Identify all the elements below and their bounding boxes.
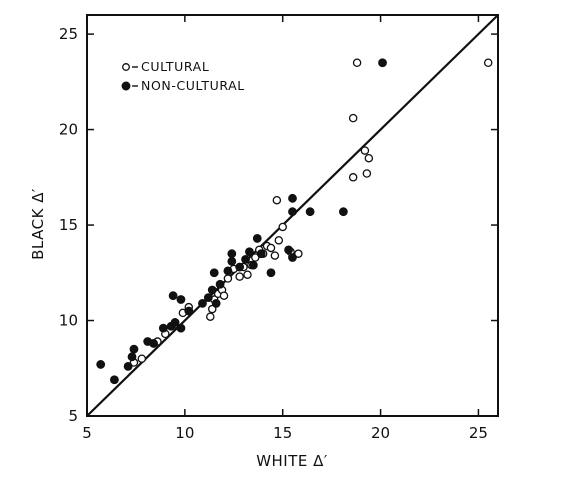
legend-non-cultural-label: NON-CULTURAL — [141, 78, 245, 93]
cultural-point — [270, 251, 280, 260]
cultural-point — [219, 291, 229, 300]
ticks-group: 5 10 15 20 25 5 10 15 20 25 — [59, 15, 498, 442]
non-cultural-point — [378, 58, 387, 68]
y-tick-label: 15 — [59, 216, 78, 234]
non-cultural-point — [149, 339, 158, 348]
non-cultural-point — [252, 234, 262, 243]
y-tick-label: 5 — [68, 407, 78, 425]
non-cultural-point — [168, 291, 178, 301]
non-cultural-point — [305, 207, 315, 217]
cultural-point — [278, 222, 287, 232]
non-cultural-point — [235, 262, 245, 272]
legend-non-cultural-marker — [121, 81, 131, 91]
non-cultural-point — [209, 268, 219, 278]
cultural-point — [348, 173, 358, 182]
non-cultural-point — [288, 253, 297, 262]
cultural-point — [274, 236, 284, 245]
cultural-point — [208, 304, 217, 314]
non-cultural-point — [256, 249, 266, 259]
data-points-group — [96, 58, 493, 385]
non-cultural-point — [288, 193, 297, 203]
cultural-point — [272, 195, 282, 205]
non-cultural-point — [129, 344, 139, 354]
non-cultural-point — [248, 260, 258, 270]
cultural-point — [362, 169, 372, 178]
non-cultural-point — [127, 352, 137, 362]
non-cultural-point — [184, 306, 194, 316]
non-cultural-point — [96, 360, 106, 369]
legend-cultural-label: CULTURAL — [141, 59, 209, 74]
non-cultural-point — [203, 293, 213, 303]
non-cultural-point — [266, 268, 276, 278]
non-cultural-point — [245, 247, 254, 257]
cultural-point — [206, 312, 215, 321]
y-tick-label: 25 — [59, 25, 78, 43]
y-tick-label: 20 — [59, 121, 78, 139]
x-tick-label: 5 — [82, 424, 92, 442]
cultural-point — [223, 274, 233, 283]
x-axis-label: WHITE Δ′ — [256, 452, 328, 470]
x-tick-label: 25 — [469, 424, 488, 442]
cultural-point — [137, 354, 147, 363]
non-cultural-point — [284, 245, 293, 255]
cultural-point — [352, 58, 362, 67]
plot-frame-group — [86, 14, 499, 417]
non-cultural-point — [198, 298, 207, 308]
non-cultural-point — [227, 256, 237, 266]
cultural-point — [483, 58, 493, 67]
cultural-point — [235, 272, 244, 281]
non-cultural-point — [338, 207, 348, 217]
plot-frame — [86, 14, 499, 417]
cultural-point — [266, 243, 276, 253]
non-cultural-point — [211, 298, 221, 308]
non-cultural-point — [215, 279, 225, 289]
legend-cultural-marker — [122, 63, 130, 71]
x-tick-label: 15 — [273, 424, 292, 442]
non-cultural-point — [288, 207, 297, 217]
non-cultural-point — [110, 375, 119, 385]
non-cultural-point — [176, 295, 186, 304]
non-cultural-point — [241, 255, 250, 264]
non-cultural-point — [123, 361, 133, 371]
non-cultural-point — [158, 323, 168, 333]
cultural-point — [243, 270, 252, 279]
x-tick-label: 10 — [175, 424, 194, 442]
cultural-point — [348, 113, 358, 123]
cultural-point — [294, 249, 303, 258]
non-cultural-point — [176, 323, 186, 333]
non-cultural-point — [207, 285, 217, 295]
cultural-point — [364, 153, 374, 163]
x-tick-label: 20 — [371, 424, 390, 442]
non-cultural-point — [227, 249, 237, 259]
cultural-point — [251, 253, 260, 262]
cultural-point — [360, 146, 370, 155]
y-tick-label: 10 — [59, 312, 78, 330]
non-cultural-point — [223, 266, 233, 276]
legend: CULTURAL NON-CULTURAL — [121, 59, 245, 93]
y-axis-label: BLACK Δ′ — [29, 188, 47, 260]
non-cultural-point — [170, 318, 180, 327]
